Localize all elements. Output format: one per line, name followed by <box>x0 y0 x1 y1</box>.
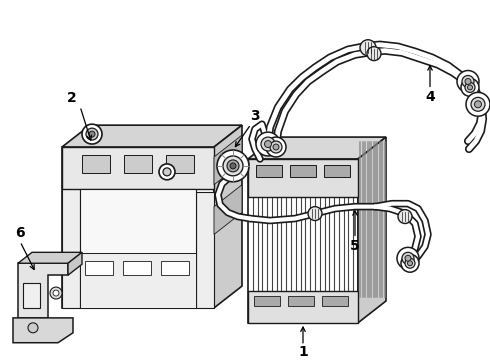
Circle shape <box>471 97 485 111</box>
Circle shape <box>86 128 98 140</box>
Circle shape <box>462 76 474 87</box>
Polygon shape <box>324 165 350 177</box>
Polygon shape <box>62 147 80 308</box>
Polygon shape <box>13 318 73 343</box>
Polygon shape <box>214 135 242 185</box>
Polygon shape <box>23 283 40 308</box>
Circle shape <box>89 131 95 137</box>
Polygon shape <box>85 261 113 275</box>
Circle shape <box>405 258 415 268</box>
Polygon shape <box>196 192 214 308</box>
Circle shape <box>266 137 286 157</box>
Circle shape <box>457 71 479 93</box>
Polygon shape <box>256 165 282 177</box>
Circle shape <box>466 93 490 116</box>
Circle shape <box>474 101 482 108</box>
Text: 2: 2 <box>67 91 77 105</box>
Circle shape <box>28 323 38 333</box>
Polygon shape <box>322 296 348 306</box>
Polygon shape <box>214 185 242 234</box>
Polygon shape <box>166 155 194 173</box>
Circle shape <box>159 164 175 180</box>
Circle shape <box>408 261 413 266</box>
Polygon shape <box>82 155 110 173</box>
Text: 4: 4 <box>425 90 435 104</box>
Polygon shape <box>248 159 358 323</box>
Polygon shape <box>80 253 196 308</box>
Polygon shape <box>123 261 151 275</box>
Text: 6: 6 <box>15 226 25 240</box>
Circle shape <box>465 82 475 93</box>
Text: 1: 1 <box>298 345 308 359</box>
Polygon shape <box>358 137 386 323</box>
Polygon shape <box>80 189 196 308</box>
Circle shape <box>217 150 249 182</box>
Circle shape <box>265 140 271 148</box>
Polygon shape <box>248 291 358 323</box>
Circle shape <box>223 156 243 176</box>
Polygon shape <box>290 165 316 177</box>
Polygon shape <box>254 296 280 306</box>
Circle shape <box>256 132 280 156</box>
Polygon shape <box>248 159 358 197</box>
Circle shape <box>398 210 412 224</box>
Circle shape <box>367 47 381 60</box>
Polygon shape <box>68 252 82 275</box>
Circle shape <box>270 141 282 153</box>
Circle shape <box>467 85 472 90</box>
Polygon shape <box>62 147 214 189</box>
Circle shape <box>308 207 322 221</box>
Circle shape <box>227 160 239 172</box>
Circle shape <box>465 78 471 85</box>
Polygon shape <box>161 261 189 275</box>
Circle shape <box>405 255 411 261</box>
Polygon shape <box>248 137 386 159</box>
Polygon shape <box>18 263 68 318</box>
Text: 5: 5 <box>350 239 360 253</box>
Circle shape <box>273 144 279 150</box>
Circle shape <box>50 287 62 299</box>
Circle shape <box>402 252 414 264</box>
Circle shape <box>401 254 419 272</box>
Polygon shape <box>18 252 82 263</box>
Text: 3: 3 <box>250 109 260 123</box>
Circle shape <box>461 78 479 96</box>
Polygon shape <box>124 155 152 173</box>
Polygon shape <box>62 125 242 147</box>
Circle shape <box>230 163 236 169</box>
Circle shape <box>360 40 376 56</box>
Circle shape <box>163 168 171 176</box>
Circle shape <box>53 290 59 296</box>
Polygon shape <box>214 125 242 308</box>
Circle shape <box>397 247 419 269</box>
Polygon shape <box>62 147 214 308</box>
Polygon shape <box>288 296 314 306</box>
Circle shape <box>261 137 275 151</box>
Circle shape <box>82 124 102 144</box>
